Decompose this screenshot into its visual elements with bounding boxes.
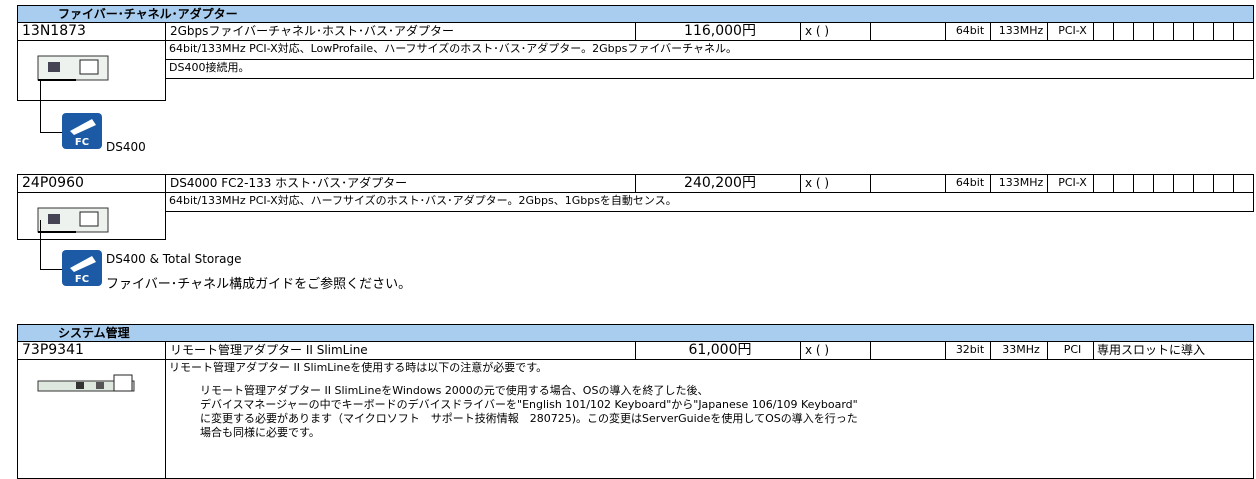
cell: 61,000円 bbox=[635, 341, 801, 360]
cell bbox=[870, 174, 946, 193]
cell: 2Gbpsファイバーチャネル･ホスト･バス･アダプター bbox=[165, 22, 636, 41]
cell bbox=[1173, 22, 1194, 41]
description: 64bit/133MHz PCI-X対応、LowProfaile、ハーフサイズの… bbox=[165, 40, 1254, 60]
detail-line: に変更する必要があります（マイクロソフト サポート技術情報 280725)。この… bbox=[200, 412, 858, 425]
cell bbox=[870, 22, 946, 41]
cell: 64bit bbox=[945, 22, 991, 41]
cell: 33MHz bbox=[990, 341, 1048, 360]
cell: 116,000円 bbox=[635, 22, 801, 41]
cell: PCI bbox=[1047, 341, 1094, 360]
connector bbox=[40, 132, 62, 133]
description: 64bit/133MHz PCI-X対応、ハーフサイズのホスト･バス･アダプター… bbox=[165, 192, 1254, 212]
cell: x ( ) bbox=[800, 341, 871, 360]
fc-icon: FC bbox=[62, 113, 102, 149]
cell: x ( ) bbox=[800, 174, 871, 193]
cell: 133MHz bbox=[990, 22, 1048, 41]
cell bbox=[1193, 174, 1214, 193]
cell: 64bit bbox=[945, 174, 991, 193]
icon-cable bbox=[70, 256, 96, 272]
card-image bbox=[36, 52, 116, 82]
note-cell: 専用スロットに導入 bbox=[1093, 341, 1254, 360]
cell bbox=[1213, 22, 1234, 41]
chip bbox=[48, 62, 60, 72]
cell bbox=[1133, 174, 1154, 193]
card-image bbox=[36, 204, 116, 234]
detail-line: リモート管理アダプター II SlimLineをWindows 2000の元で使… bbox=[200, 384, 709, 397]
cell bbox=[1153, 22, 1174, 41]
port bbox=[79, 211, 99, 227]
cell bbox=[1193, 22, 1214, 41]
card-image bbox=[36, 371, 135, 401]
card-svg bbox=[37, 374, 135, 392]
fc-icon: FC bbox=[62, 250, 102, 286]
cell bbox=[1233, 174, 1254, 193]
fc-svg: FC bbox=[62, 113, 102, 149]
chip bbox=[48, 214, 60, 224]
cell: 13N1873 bbox=[17, 22, 166, 41]
cell: 133MHz bbox=[990, 174, 1048, 193]
cell: 73P9341 bbox=[17, 341, 166, 360]
icon-cable bbox=[70, 119, 96, 135]
icon-text: FC bbox=[75, 274, 89, 285]
connector bbox=[40, 220, 41, 270]
icon-text: ファイバー･チャネル構成ガイドをご参照ください。 bbox=[106, 277, 412, 292]
cell bbox=[1113, 22, 1134, 41]
chip bbox=[76, 382, 84, 389]
icon-text: DS400 & Total Storage bbox=[106, 252, 242, 266]
board bbox=[37, 380, 135, 392]
cell: x ( ) bbox=[800, 22, 871, 41]
cell bbox=[1113, 174, 1134, 193]
port bbox=[79, 59, 99, 75]
section-header: システム管理 bbox=[17, 324, 1254, 342]
image-cell bbox=[17, 192, 166, 240]
cell bbox=[870, 341, 946, 360]
chip bbox=[96, 382, 104, 389]
icon-text: FC bbox=[75, 137, 89, 148]
cell: PCI-X bbox=[1047, 174, 1094, 193]
cell: 32bit bbox=[945, 341, 991, 360]
fc-svg: FC bbox=[62, 250, 102, 286]
description: DS400接続用。 bbox=[165, 59, 1254, 79]
cell bbox=[1213, 174, 1234, 193]
cell bbox=[1093, 22, 1114, 41]
cell: 24P0960 bbox=[17, 174, 166, 193]
cell bbox=[1153, 174, 1174, 193]
port bbox=[113, 374, 133, 392]
cell: リモート管理アダプター II SlimLine bbox=[165, 341, 636, 360]
cell bbox=[1173, 174, 1194, 193]
section-header: ファイバー･チャネル･アダプター bbox=[17, 5, 1254, 23]
cell bbox=[1093, 174, 1114, 193]
card-svg bbox=[37, 207, 109, 233]
icon-text: DS400 bbox=[106, 140, 146, 154]
detail-line: 場合も同様に必要です。 bbox=[200, 426, 320, 439]
cell bbox=[1133, 22, 1154, 41]
cell: PCI-X bbox=[1047, 22, 1094, 41]
cell: DS4000 FC2-133 ホスト･バス･アダプター bbox=[165, 174, 636, 193]
connector bbox=[40, 81, 41, 133]
connector bbox=[40, 269, 62, 270]
detail-line: デバイスマネージャーの中でキーボードのデバイスドライバーを"English 10… bbox=[200, 398, 858, 411]
cell bbox=[1233, 22, 1254, 41]
cell: 240,200円 bbox=[635, 174, 801, 193]
card-svg bbox=[37, 55, 109, 81]
